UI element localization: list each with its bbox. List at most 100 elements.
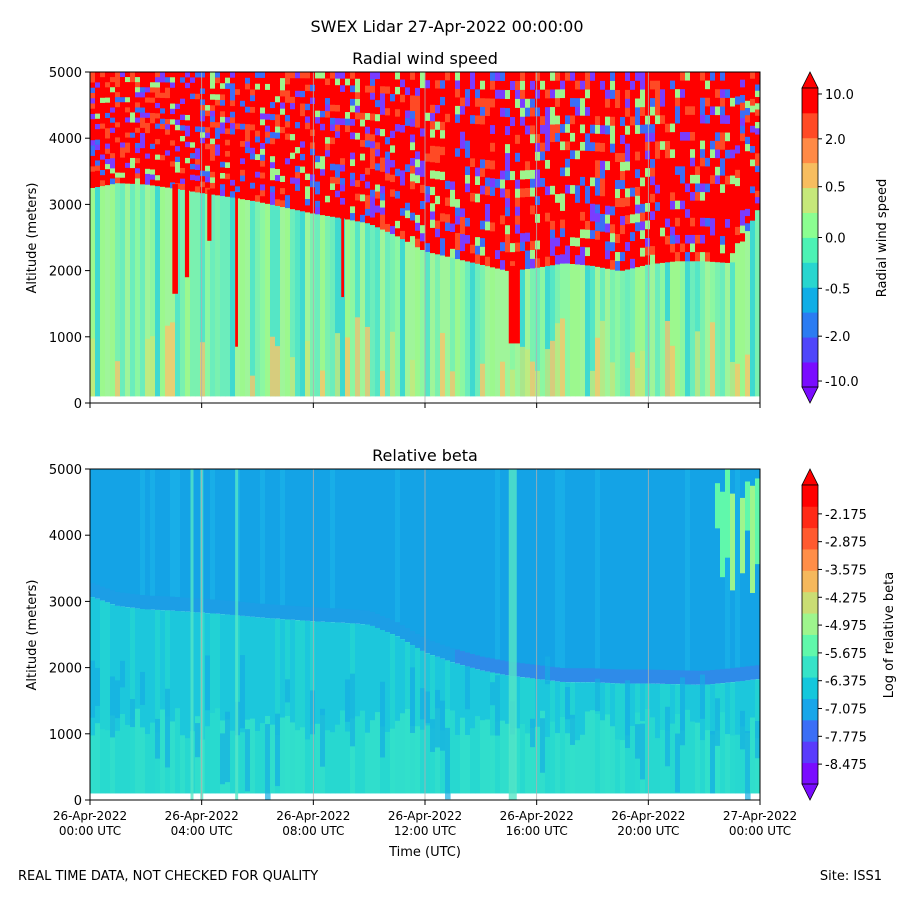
wind-noise-cell <box>555 176 561 186</box>
wind-surface-patch <box>380 370 386 397</box>
wind-noise-cell <box>325 104 331 112</box>
wind-noise-cell <box>520 116 526 127</box>
wind-noise-cell <box>385 108 391 117</box>
wind-noise-cell <box>105 107 111 114</box>
beta-entrainment-band <box>440 644 446 659</box>
wind-noise-cell <box>325 85 331 93</box>
wind-noise-cell <box>120 167 126 174</box>
wind-noise-cell <box>635 178 641 188</box>
wind-noise-cell <box>175 130 181 137</box>
wind-noise-cell <box>625 89 631 100</box>
wind-noise-cell <box>745 108 751 116</box>
beta-patch <box>635 724 641 759</box>
beta-patch <box>350 673 356 747</box>
wind-noise-cell <box>325 130 331 138</box>
wind-noise-cell <box>160 144 166 151</box>
wind-noise-cell <box>455 156 461 166</box>
wind-noise-cell <box>755 197 760 204</box>
wind-noise-cell <box>430 195 436 204</box>
wind-noise-cell <box>700 72 706 82</box>
wind-noise-cell <box>125 132 131 139</box>
beta-boundary-column <box>340 622 346 794</box>
wind-noise-cell <box>255 142 261 149</box>
wind-noise-cell <box>330 104 336 112</box>
wind-noise-cell <box>315 187 321 195</box>
wind-noise-cell <box>710 115 716 125</box>
wind-noise-cell <box>560 202 566 212</box>
wind-noise-cell <box>310 187 316 195</box>
wind-noise-cell <box>540 169 546 179</box>
wind-noise-cell <box>630 232 636 242</box>
beta-upper-column <box>745 469 751 673</box>
wind-noise-cell <box>695 149 701 159</box>
beta-entrainment-band <box>445 646 451 661</box>
wind-noise-cell <box>465 140 471 150</box>
wind-noise-cell <box>150 138 156 145</box>
wind-noise-cell <box>660 132 666 142</box>
wind-noise-cell <box>595 142 601 153</box>
beta-entrainment-band <box>205 599 211 614</box>
wind-noise-cell <box>550 98 556 108</box>
wind-noise-cell <box>120 122 126 128</box>
wind-noise-cell <box>505 126 511 136</box>
wind-noise-cell <box>335 85 341 93</box>
wind-noise-cell <box>525 170 531 180</box>
wind-noise-cell <box>585 203 591 213</box>
wind-noise-cell <box>225 88 231 96</box>
beta-aerosol-layer <box>270 724 276 794</box>
beta-entrainment-band <box>490 658 496 673</box>
wind-noise-cell <box>580 80 586 91</box>
wind-noise-cell <box>175 77 181 84</box>
wind-noise-cell <box>390 94 396 102</box>
wind-noise-cell <box>580 220 586 230</box>
wind-noise-cell <box>95 160 101 167</box>
wind-noise-cell <box>390 226 396 235</box>
wind-noise-cell <box>690 217 696 227</box>
wind-noise-cell <box>660 141 666 151</box>
beta-entrainment-band <box>240 601 246 616</box>
wind-noise-cell <box>145 102 151 109</box>
wind-noise-cell <box>745 180 751 188</box>
wind-noise-cell <box>210 94 216 101</box>
beta-entrainment-band <box>605 668 611 683</box>
wind-noise-cell <box>190 88 196 95</box>
wind-noise-cell <box>460 148 466 158</box>
wind-noise-cell <box>675 209 681 219</box>
wind-noise-cell <box>365 113 371 121</box>
wind-noise-cell <box>185 114 191 121</box>
wind-noise-cell <box>560 167 566 177</box>
wind-noise-cell <box>445 113 451 123</box>
y-tick-label: 0 <box>74 397 82 412</box>
wind-noise-cell <box>175 72 181 78</box>
wind-noise-cell <box>735 72 741 81</box>
beta-upper-column <box>550 469 556 673</box>
wind-noise-cell <box>470 158 476 168</box>
wind-noise-cell <box>575 72 581 82</box>
wind-noise-cell <box>395 116 401 125</box>
beta-patch <box>710 731 716 794</box>
wind-column <box>715 261 721 397</box>
wind-noise-cell <box>380 114 386 123</box>
wind-noise-cell <box>355 126 361 134</box>
wind-noise-cell <box>100 170 106 176</box>
wind-noise-cell <box>465 157 471 168</box>
wind-noise-cell <box>90 119 96 126</box>
wind-surface-patch <box>170 322 176 397</box>
wind-noise-cell <box>225 151 231 158</box>
wind-noise-cell <box>465 89 471 99</box>
wind-noise-cell <box>105 128 111 134</box>
wind-noise-cell <box>535 98 541 109</box>
wind-noise-cell <box>755 147 760 154</box>
wind-surface-patch <box>590 370 596 397</box>
wind-noise-cell <box>565 80 571 90</box>
wind-surface-patch <box>640 350 646 397</box>
wind-noise-cell <box>540 151 546 161</box>
wind-noise-cell <box>300 147 306 155</box>
wind-column <box>245 199 251 397</box>
wind-noise-cell <box>530 98 536 109</box>
wind-noise-cell <box>595 230 601 241</box>
wind-noise-cell <box>280 108 286 116</box>
wind-noise-cell <box>250 101 256 108</box>
wind-noise-cell <box>425 137 431 146</box>
